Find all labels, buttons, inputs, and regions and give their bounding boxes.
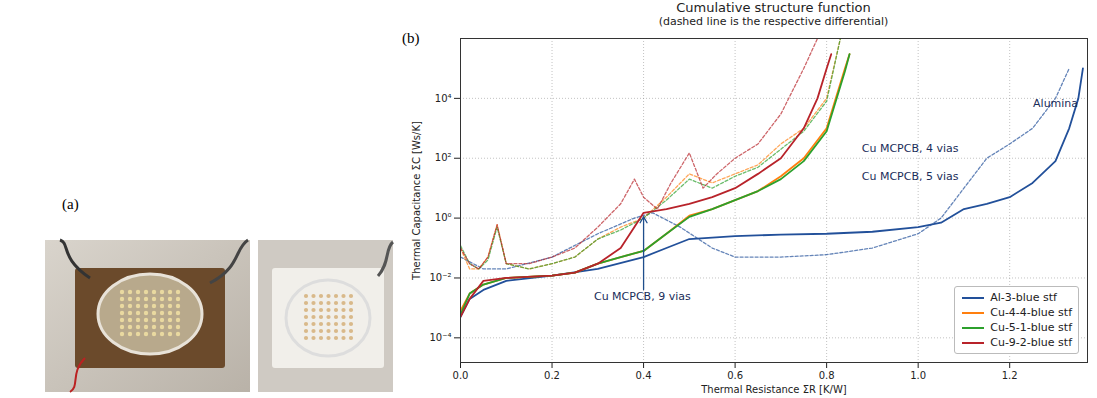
svg-text:10²: 10² (435, 152, 452, 163)
svg-text:10⁻⁴: 10⁻⁴ (429, 332, 451, 343)
svg-text:Cu MCPCB, 9 vias: Cu MCPCB, 9 vias (594, 290, 691, 303)
svg-text:0.8: 0.8 (819, 370, 835, 381)
html-text:(b): (b) (402, 30, 420, 46)
svg-text:Thermal Capacitance ΣC [Ws/K]: Thermal Capacitance ΣC [Ws/K] (411, 121, 422, 281)
svg-text:0.0: 0.0 (453, 370, 469, 381)
svg-text:0.4: 0.4 (636, 370, 652, 381)
svg-text:0.2: 0.2 (544, 370, 560, 381)
svg-text:Thermal Resistance ΣR [K/W]: Thermal Resistance ΣR [K/W] (700, 384, 847, 395)
html-text:(a): (a) (62, 196, 79, 212)
svg-text:Alumina: Alumina (1033, 97, 1078, 110)
svg-text:10⁴: 10⁴ (435, 93, 452, 104)
svg-text:Cu MCPCB, 4 vias: Cu MCPCB, 4 vias (862, 142, 959, 155)
html-text:(dashed line is the respective: (dashed line is the respective different… (658, 15, 889, 28)
svg-text:0.6: 0.6 (727, 370, 743, 381)
svg-text:10⁰: 10⁰ (435, 212, 452, 223)
html-text:Cumulative structure function: Cumulative structure function (676, 0, 871, 15)
html-text:Cu-5-1-blue stf: Cu-5-1-blue stf (990, 321, 1072, 334)
svg-text:Cu MCPCB, 5 vias: Cu MCPCB, 5 vias (862, 170, 959, 183)
html-text:Al-3-blue stf: Al-3-blue stf (990, 291, 1057, 304)
svg-text:10⁻²: 10⁻² (429, 272, 451, 283)
svg-text:1.0: 1.0 (910, 370, 926, 381)
html-text:Cu-4-4-blue stf: Cu-4-4-blue stf (990, 306, 1072, 319)
html-text:Cu-9-2-blue stf: Cu-9-2-blue stf (990, 336, 1072, 349)
svg-text:1.2: 1.2 (1002, 370, 1018, 381)
